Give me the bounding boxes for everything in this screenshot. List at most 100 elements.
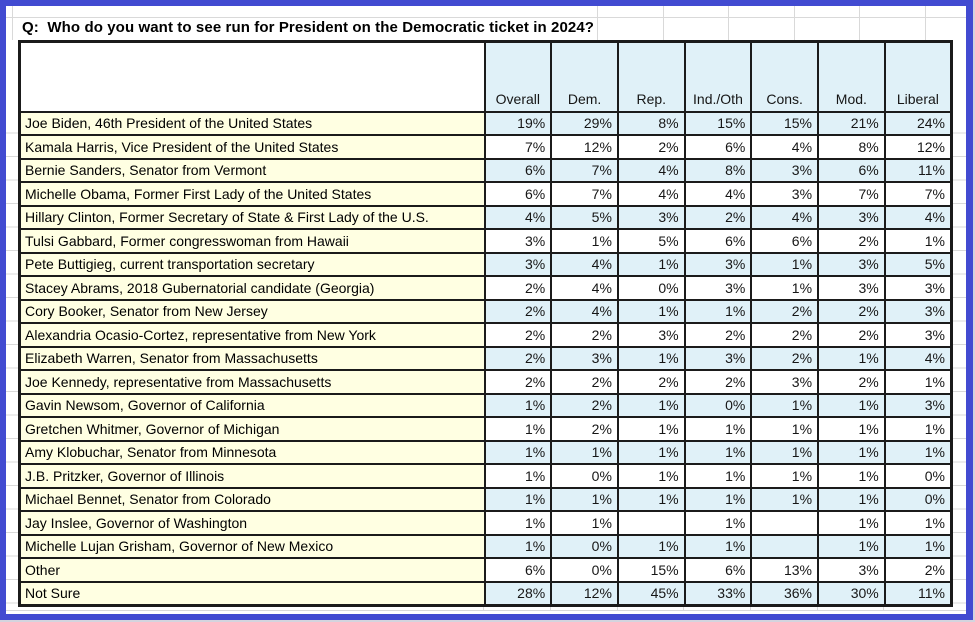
candidate-name-cell[interactable]: J.B. Pritzker, Governor of Illinois	[18, 463, 486, 489]
value-cell[interactable]: 1%	[483, 510, 553, 536]
value-cell[interactable]: 2%	[883, 557, 953, 583]
value-cell[interactable]: 1%	[883, 510, 953, 536]
value-cell[interactable]: 4%	[483, 204, 553, 230]
value-cell[interactable]: 1%	[817, 345, 886, 371]
value-cell[interactable]: 45%	[616, 580, 686, 606]
value-cell[interactable]: 21%	[817, 110, 886, 136]
value-cell[interactable]: 1%	[616, 392, 686, 418]
value-cell[interactable]: 2%	[817, 322, 886, 348]
header-cell[interactable]: Rep.	[616, 40, 686, 113]
candidate-name-cell[interactable]: Other	[18, 557, 486, 583]
question-title[interactable]: Q: Who do you want to see run for Presid…	[22, 19, 595, 36]
value-cell[interactable]: 2%	[750, 298, 820, 324]
value-cell[interactable]: 0%	[883, 463, 953, 489]
value-cell[interactable]: 1%	[817, 439, 886, 465]
value-cell[interactable]: 24%	[883, 110, 953, 136]
candidate-name-cell[interactable]: Amy Klobuchar, Senator from Minnesota	[18, 439, 486, 465]
value-cell[interactable]: 1%	[817, 533, 886, 559]
value-cell[interactable]: 1%	[550, 228, 619, 254]
value-cell[interactable]: 1%	[817, 463, 886, 489]
candidate-name-cell[interactable]: Michelle Obama, Former First Lady of the…	[18, 181, 486, 207]
value-cell[interactable]: 1%	[883, 228, 953, 254]
value-cell[interactable]: 1%	[817, 416, 886, 442]
candidate-name-cell[interactable]: Michelle Lujan Grisham, Governor of New …	[18, 533, 486, 559]
value-cell[interactable]: 3%	[683, 275, 753, 301]
value-cell[interactable]: 11%	[883, 580, 953, 606]
value-cell[interactable]: 8%	[616, 110, 686, 136]
value-cell[interactable]: 2%	[750, 322, 820, 348]
value-cell[interactable]: 3%	[616, 204, 686, 230]
candidate-name-cell[interactable]: Joe Kennedy, representative from Massach…	[18, 369, 486, 395]
value-cell[interactable]: 4%	[616, 181, 686, 207]
value-cell[interactable]: 2%	[616, 369, 686, 395]
header-cell[interactable]: Cons.	[750, 40, 820, 113]
value-cell[interactable]: 0%	[550, 463, 619, 489]
candidate-name-cell[interactable]: Cory Booker, Senator from New Jersey	[18, 298, 486, 324]
candidate-name-cell[interactable]: Jay Inslee, Governor of Washington	[18, 510, 486, 536]
candidate-name-cell[interactable]: Kamala Harris, Vice President of the Uni…	[18, 134, 486, 160]
value-cell[interactable]: 4%	[550, 275, 619, 301]
value-cell[interactable]: 2%	[483, 298, 553, 324]
value-cell[interactable]: 1%	[550, 439, 619, 465]
candidate-name-cell[interactable]: Alexandria Ocasio-Cortez, representative…	[18, 322, 486, 348]
value-cell[interactable]: 0%	[683, 392, 753, 418]
candidate-name-cell[interactable]: Pete Buttigieg, current transportation s…	[18, 251, 486, 277]
value-cell[interactable]: 0%	[883, 486, 953, 512]
value-cell[interactable]: 1%	[616, 416, 686, 442]
value-cell[interactable]: 1%	[683, 416, 753, 442]
candidate-name-cell[interactable]: Michael Bennet, Senator from Colorado	[18, 486, 486, 512]
value-cell[interactable]: 1%	[883, 439, 953, 465]
value-cell[interactable]: 1%	[483, 416, 553, 442]
value-cell[interactable]	[616, 510, 686, 536]
value-cell[interactable]: 4%	[750, 204, 820, 230]
value-cell[interactable]: 1%	[683, 486, 753, 512]
value-cell[interactable]: 1%	[683, 463, 753, 489]
value-cell[interactable]: 3%	[883, 298, 953, 324]
value-cell[interactable]: 2%	[817, 369, 886, 395]
value-cell[interactable]: 3%	[750, 157, 820, 183]
value-cell[interactable]: 1%	[483, 463, 553, 489]
value-cell[interactable]: 2%	[750, 345, 820, 371]
value-cell[interactable]: 2%	[683, 322, 753, 348]
value-cell[interactable]: 3%	[883, 322, 953, 348]
value-cell[interactable]: 1%	[616, 251, 686, 277]
value-cell[interactable]: 4%	[550, 298, 619, 324]
value-cell[interactable]: 1%	[750, 275, 820, 301]
value-cell[interactable]: 15%	[683, 110, 753, 136]
value-cell[interactable]: 8%	[817, 134, 886, 160]
value-cell[interactable]: 7%	[550, 157, 619, 183]
value-cell[interactable]: 2%	[550, 392, 619, 418]
value-cell[interactable]: 6%	[483, 181, 553, 207]
value-cell[interactable]: 28%	[483, 580, 553, 606]
candidate-name-cell[interactable]: Hillary Clinton, Former Secretary of Sta…	[18, 204, 486, 230]
value-cell[interactable]: 0%	[550, 557, 619, 583]
value-cell[interactable]: 3%	[750, 181, 820, 207]
value-cell[interactable]: 8%	[683, 157, 753, 183]
value-cell[interactable]: 6%	[683, 228, 753, 254]
value-cell[interactable]: 12%	[883, 134, 953, 160]
value-cell[interactable]: 1%	[683, 510, 753, 536]
value-cell[interactable]: 7%	[883, 181, 953, 207]
value-cell[interactable]: 1%	[483, 486, 553, 512]
value-cell[interactable]: 1%	[883, 416, 953, 442]
value-cell[interactable]: 15%	[750, 110, 820, 136]
value-cell[interactable]: 3%	[616, 322, 686, 348]
value-cell[interactable]: 1%	[683, 298, 753, 324]
value-cell[interactable]: 1%	[683, 533, 753, 559]
value-cell[interactable]: 1%	[483, 439, 553, 465]
value-cell[interactable]: 3%	[750, 369, 820, 395]
value-cell[interactable]: 19%	[483, 110, 553, 136]
candidate-name-cell[interactable]: Tulsi Gabbard, Former congresswoman from…	[18, 228, 486, 254]
value-cell[interactable]: 1%	[550, 486, 619, 512]
candidate-name-cell[interactable]: Elizabeth Warren, Senator from Massachus…	[18, 345, 486, 371]
header-cell[interactable]: Liberal	[883, 40, 953, 113]
value-cell[interactable]: 1%	[883, 533, 953, 559]
value-cell[interactable]: 1%	[683, 439, 753, 465]
value-cell[interactable]: 1%	[616, 533, 686, 559]
value-cell[interactable]: 5%	[616, 228, 686, 254]
value-cell[interactable]: 6%	[483, 557, 553, 583]
value-cell[interactable]: 15%	[616, 557, 686, 583]
value-cell[interactable]: 2%	[683, 369, 753, 395]
value-cell[interactable]: 2%	[483, 369, 553, 395]
value-cell[interactable]: 7%	[550, 181, 619, 207]
